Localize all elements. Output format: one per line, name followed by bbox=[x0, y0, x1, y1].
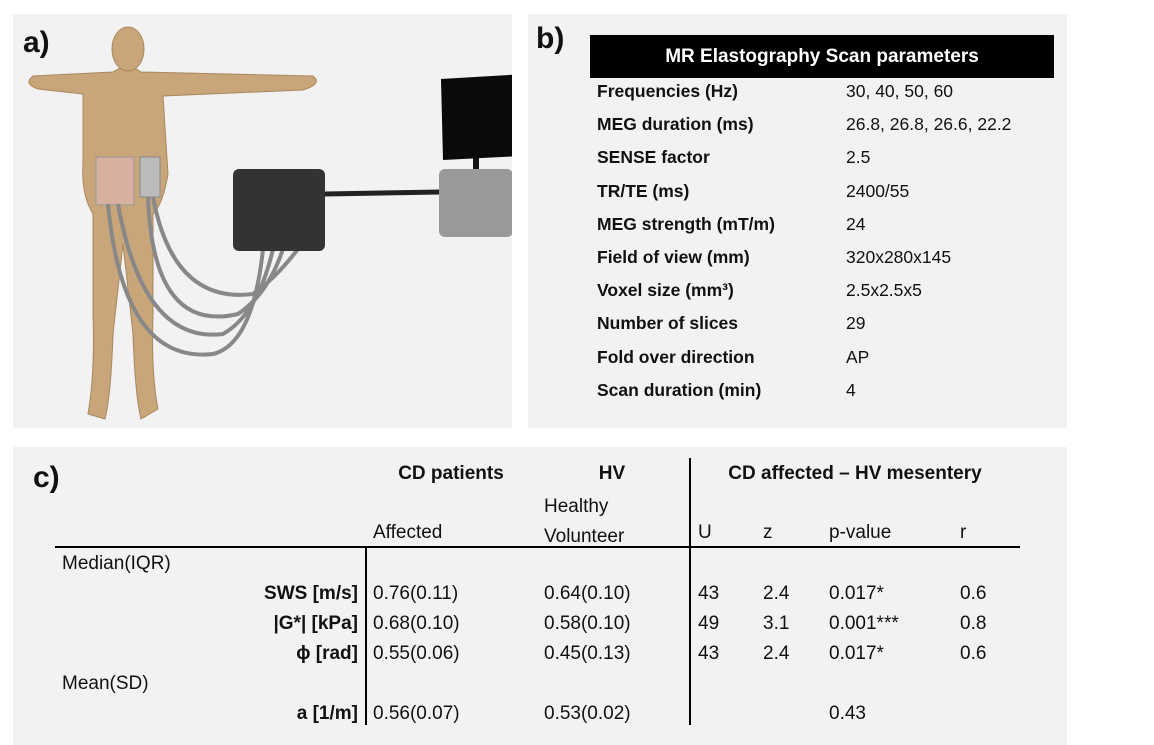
cell: 43 bbox=[698, 643, 720, 664]
group-header: CD patients bbox=[398, 463, 504, 484]
cell: 2.4 bbox=[763, 643, 790, 664]
parameter-value: 2.5x2.5x5 bbox=[846, 280, 922, 301]
column-header: Affected bbox=[373, 522, 443, 543]
cell: 43 bbox=[698, 583, 720, 604]
panel-b: b) MR Elastography Scan parameters Frequ… bbox=[528, 14, 1067, 428]
column-header: p-value bbox=[829, 522, 892, 543]
group-header: HV bbox=[598, 463, 626, 484]
parameter-value: 2.5 bbox=[846, 147, 871, 168]
divider bbox=[55, 546, 1020, 548]
divider bbox=[689, 458, 691, 725]
cell: 0.55(0.06) bbox=[373, 643, 460, 664]
parameter-value: 24 bbox=[846, 213, 866, 234]
monitor bbox=[441, 74, 512, 160]
cell: 0.8 bbox=[960, 613, 987, 634]
driver-box bbox=[233, 169, 325, 251]
panel-a: a) bbox=[13, 14, 512, 428]
column-header: U bbox=[698, 522, 712, 543]
parameter-label: Frequencies (Hz) bbox=[597, 81, 738, 101]
cell: 0.45(0.13) bbox=[544, 643, 631, 664]
parameter-value: 29 bbox=[846, 313, 866, 334]
applicator bbox=[95, 156, 135, 206]
cell: 0.76(0.11) bbox=[373, 583, 459, 604]
row-label: a [1/m] bbox=[296, 703, 358, 724]
parameter-label: Number of slices bbox=[597, 313, 739, 334]
panel-c: c) CD patients HV CD affected – HV mesente… bbox=[13, 447, 1067, 745]
parameter-label: Voxel size (mm³) bbox=[597, 280, 734, 301]
cell: 0.58(0.10) bbox=[544, 613, 631, 634]
parameter-label: MEG strength (mT/m) bbox=[597, 213, 775, 234]
panel-label: a) bbox=[23, 26, 50, 59]
row-label: SWS [m/s] bbox=[264, 583, 358, 604]
cell: 0.56(0.07) bbox=[373, 703, 460, 724]
applicator bbox=[139, 156, 161, 198]
section-title: Median(IQR) bbox=[62, 553, 171, 574]
generator bbox=[439, 169, 512, 237]
cell: 0.64(0.10) bbox=[544, 583, 631, 604]
panel-label: c) bbox=[33, 461, 60, 494]
panel-label: b) bbox=[536, 22, 565, 55]
divider bbox=[365, 547, 367, 725]
row-label: ϕ [rad] bbox=[296, 643, 358, 664]
cell: 0.53(0.02) bbox=[544, 703, 631, 724]
cell: 2.4 bbox=[763, 583, 790, 604]
cell: 3.1 bbox=[763, 613, 790, 634]
row-label: |G*| [kPa] bbox=[273, 613, 358, 634]
cell: 49 bbox=[698, 613, 720, 634]
cell: 0.43 bbox=[829, 703, 866, 724]
section-title: Mean(SD) bbox=[62, 673, 149, 694]
group-header: CD affected – HV mesentery bbox=[728, 463, 982, 484]
parameter-label: SENSE factor bbox=[597, 147, 710, 168]
parameter-value: 4 bbox=[846, 379, 856, 400]
cell: 0.017* bbox=[829, 583, 884, 604]
parameter-value: 30, 40, 50, 60 bbox=[846, 81, 954, 101]
cell: 0.001*** bbox=[829, 613, 899, 634]
parameter-label: Fold over direction bbox=[597, 346, 755, 367]
illustration bbox=[28, 26, 512, 420]
column-header: r bbox=[960, 522, 967, 543]
cell: 0.017* bbox=[829, 643, 884, 664]
parameter-value: 26.8, 26.8, 26.6, 22.2 bbox=[846, 114, 1012, 135]
cell: 0.6 bbox=[960, 583, 987, 604]
parameter-value: 320x280x145 bbox=[846, 247, 952, 267]
parameter-label: Field of view (mm) bbox=[597, 247, 750, 267]
parameter-value: AP bbox=[846, 346, 870, 367]
parameter-label: Scan duration (min) bbox=[597, 379, 762, 400]
parameter-value: 2400/55 bbox=[846, 180, 910, 201]
column-header: Healthy Volunteer bbox=[544, 496, 625, 547]
parameter-label: MEG duration (ms) bbox=[597, 114, 754, 135]
cell: 0.6 bbox=[960, 643, 987, 664]
table-title: MR Elastography Scan parameters bbox=[590, 35, 1054, 78]
cell: 0.68(0.10) bbox=[373, 613, 460, 634]
parameter-label: TR/TE (ms) bbox=[597, 180, 690, 201]
column-header: z bbox=[763, 522, 773, 543]
